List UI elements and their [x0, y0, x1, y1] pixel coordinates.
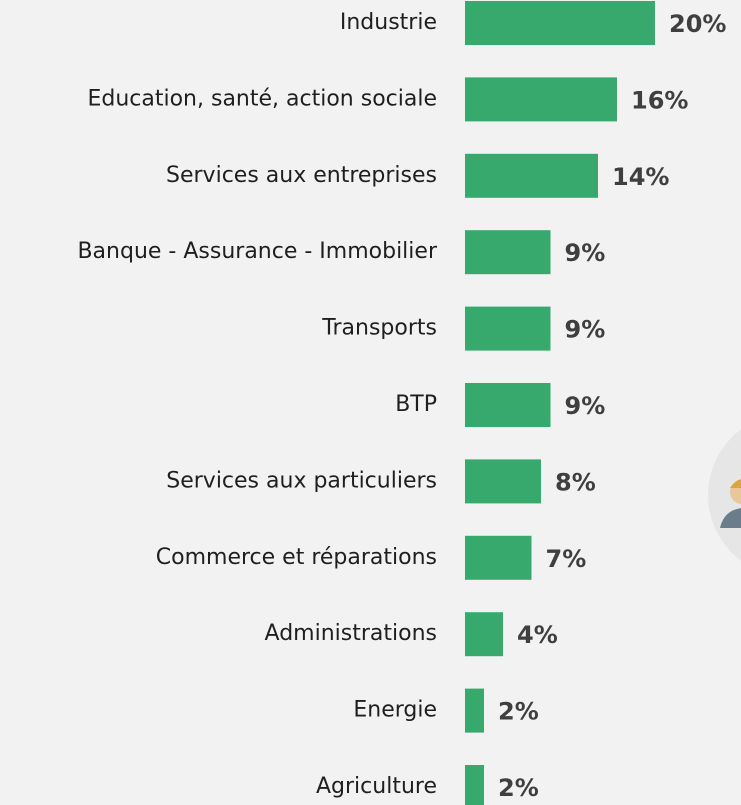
bar	[465, 535, 532, 580]
value-label: 7%	[546, 545, 587, 573]
value-label: 2%	[498, 774, 539, 802]
bar	[465, 765, 484, 805]
category-label: Banque - Assurance - Immobilier	[77, 239, 437, 264]
value-label: 9%	[565, 239, 606, 267]
bar	[465, 459, 541, 504]
category-label: Commerce et réparations	[156, 545, 437, 570]
value-label: 16%	[631, 86, 688, 114]
category-label: Services aux entreprises	[166, 163, 437, 188]
value-label: 20%	[669, 10, 726, 38]
bar	[465, 612, 503, 657]
value-label: 9%	[565, 316, 606, 344]
bar	[465, 1, 655, 45]
category-label: BTP	[395, 392, 437, 417]
value-label: 8%	[555, 468, 596, 496]
category-label: Transports	[321, 316, 437, 341]
category-label: Energie	[353, 698, 437, 723]
bar	[465, 230, 551, 275]
bar	[465, 383, 551, 427]
category-label: Agriculture	[316, 774, 437, 799]
bar	[465, 153, 598, 198]
category-label: Services aux particuliers	[166, 468, 437, 493]
value-label: 14%	[612, 163, 669, 191]
value-label: 4%	[517, 621, 558, 649]
bar	[465, 306, 551, 351]
category-label: Administrations	[265, 621, 437, 646]
category-label: Education, santé, action sociale	[87, 86, 437, 111]
bar	[465, 688, 484, 733]
bar	[465, 77, 617, 122]
value-label: 2%	[498, 698, 539, 726]
value-label: 9%	[565, 392, 606, 420]
category-label: Industrie	[340, 10, 437, 35]
avatar-decoration	[708, 429, 741, 561]
